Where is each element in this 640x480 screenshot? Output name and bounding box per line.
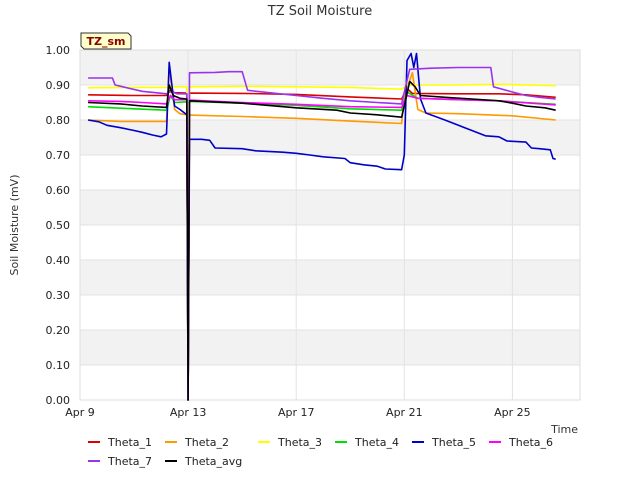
series-line-theta-3 bbox=[88, 83, 556, 401]
y-tick-label: 0.90 bbox=[46, 79, 71, 92]
plot-bands bbox=[80, 50, 580, 365]
legend-label: Theta_6 bbox=[508, 436, 553, 449]
plot-frame bbox=[79, 49, 581, 401]
x-axis-ticks: Apr 9 Apr 13 Apr 17 Apr 21 Apr 25 bbox=[65, 406, 530, 419]
plot-band bbox=[80, 260, 580, 295]
x-tick-label: Apr 21 bbox=[386, 406, 423, 419]
legend-label: Theta_7 bbox=[107, 455, 152, 468]
legend-item-theta-3: Theta_3 bbox=[258, 436, 322, 449]
series-line-theta-avg bbox=[88, 80, 556, 401]
legend-label: Theta_4 bbox=[354, 436, 399, 449]
plot-band bbox=[80, 120, 580, 155]
y-tick-label: 0.80 bbox=[46, 114, 71, 127]
legend-item-theta-4: Theta_4 bbox=[335, 436, 399, 449]
legend-label: Theta_avg bbox=[184, 455, 242, 468]
y-tick-label: 0.20 bbox=[46, 324, 71, 337]
y-tick-label: 0.70 bbox=[46, 149, 71, 162]
series-layer bbox=[87, 52, 556, 401]
site-badge-label: TZ_sm bbox=[87, 35, 126, 48]
legend: Theta_1 Theta_2 Theta_3 Theta_4 Theta_5 Theta… bbox=[88, 436, 553, 468]
y-tick-label: 0.00 bbox=[46, 394, 71, 407]
legend-label: Theta_3 bbox=[277, 436, 322, 449]
y-axis-ticks: 0.00 0.10 0.20 0.30 0.40 0.50 0.60 0.70 0.80 0.90… bbox=[46, 44, 71, 407]
site-badge: TZ_sm bbox=[80, 32, 132, 50]
legend-item-theta-2: Theta_2 bbox=[165, 436, 229, 449]
series-line-theta-5 bbox=[87, 52, 556, 401]
plot-band bbox=[80, 190, 580, 225]
chart-title: TZ Soil Moisture bbox=[267, 4, 373, 19]
plot-band bbox=[80, 50, 580, 85]
y-tick-label: 0.50 bbox=[46, 219, 71, 232]
x-tick-label: Apr 13 bbox=[170, 406, 207, 419]
y-tick-label: 0.30 bbox=[46, 289, 71, 302]
y-axis-label: Soil Moisture (mV) bbox=[8, 175, 21, 276]
legend-item-theta-avg: Theta_avg bbox=[165, 455, 242, 468]
series-line-theta-7 bbox=[88, 66, 556, 401]
x-tick-label: Apr 17 bbox=[278, 406, 315, 419]
x-axis-label: Time bbox=[550, 423, 578, 436]
legend-item-theta-5: Theta_5 bbox=[412, 436, 476, 449]
plot-band bbox=[80, 330, 580, 365]
legend-label: Theta_2 bbox=[184, 436, 229, 449]
legend-label: Theta_5 bbox=[431, 436, 476, 449]
y-tick-label: 0.40 bbox=[46, 254, 71, 267]
x-tick-label: Apr 9 bbox=[65, 406, 95, 419]
y-tick-label: 1.00 bbox=[46, 44, 71, 57]
y-tick-label: 0.10 bbox=[46, 359, 71, 372]
legend-label: Theta_1 bbox=[107, 436, 152, 449]
legend-item-theta-6: Theta_6 bbox=[489, 436, 553, 449]
legend-item-theta-7: Theta_7 bbox=[88, 455, 152, 468]
y-tick-label: 0.60 bbox=[46, 184, 71, 197]
x-tick-label: Apr 25 bbox=[494, 406, 531, 419]
legend-item-theta-1: Theta_1 bbox=[88, 436, 152, 449]
series-line-theta-1 bbox=[88, 87, 556, 401]
